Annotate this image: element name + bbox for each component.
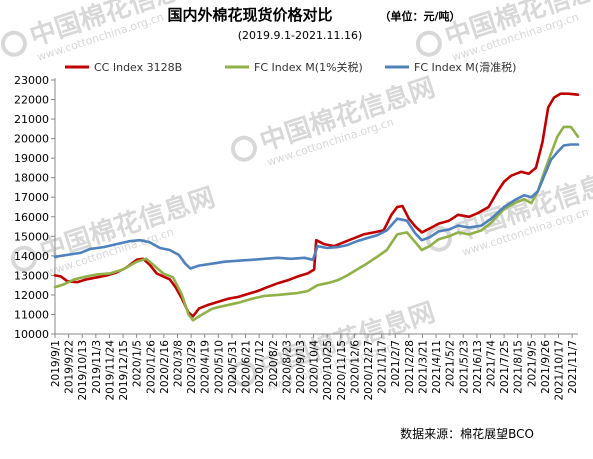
- x-tick-label: 2021/5/2: [445, 340, 457, 387]
- x-tick-label: 2020/8/23: [281, 340, 293, 394]
- y-tick-label: 15000: [14, 230, 49, 243]
- y-tick-label: 16000: [14, 211, 49, 224]
- x-tick-label: 2020/2/16: [159, 340, 171, 394]
- x-tick-label: 2021/7/25: [499, 340, 511, 394]
- x-tick-label: 2020/5/10: [213, 340, 225, 394]
- watermark-logo: [0, 30, 27, 57]
- y-tick-label: 12000: [14, 289, 49, 302]
- y-tick-label: 19000: [14, 152, 49, 165]
- legend-label: FC Index M(1%关税): [254, 60, 363, 74]
- series-line: [53, 143, 580, 270]
- x-tick-label: 2021/9/26: [540, 340, 552, 394]
- legend-label: CC Index 3128B: [94, 61, 182, 74]
- x-tick-label: 2021/2/28: [404, 340, 416, 394]
- watermark-text: 中国棉花信息网: [256, 72, 439, 158]
- legend: CC Index 3128B FC Index M(1%关税) FC Index M…: [65, 60, 516, 74]
- y-tick-label: 20000: [14, 133, 49, 146]
- y-tick-label: 14000: [14, 250, 49, 263]
- x-tick-label: 2020/12/6: [349, 340, 361, 394]
- y-tick-label: 17000: [14, 191, 49, 204]
- x-tick-label: 2020/5/31: [227, 340, 239, 394]
- x-tick-label: 2021/3/21: [417, 340, 429, 394]
- x-tick-label: 2019/12/15: [118, 340, 130, 401]
- x-axis: 2019/9/1 2019/9/22 2019/10/13 2019/11/3 2019…: [50, 333, 579, 401]
- x-tick-label: 2020/10/25: [322, 340, 334, 401]
- x-tick-label: 2020/3/29: [186, 340, 198, 394]
- x-tick-label: 2021/11/7: [567, 340, 579, 394]
- x-tick-label: 2020/6/21: [241, 340, 253, 394]
- y-tick-label: 21000: [14, 113, 49, 126]
- y-axis: 10000 11000 12000 13000 14000 15000 16000 17000…: [14, 74, 56, 341]
- x-tick-label: 2021/9/5: [526, 340, 538, 387]
- x-tick-label: 2021/4/11: [431, 340, 443, 394]
- watermark-logo: [10, 245, 37, 272]
- x-tick-label: 2021/10/17: [554, 340, 566, 401]
- x-tick-label: 2021/7/4: [486, 340, 498, 387]
- x-tick-label: 2020/10/4: [309, 340, 321, 394]
- x-tick-label: 2019/9/1: [50, 340, 62, 387]
- x-tick-label: 2020/9/13: [295, 340, 307, 394]
- x-tick-label: 2021/8/15: [513, 340, 525, 394]
- x-tick-label: 2019/9/22: [64, 340, 76, 394]
- x-tick-label: 2021/6/13: [472, 340, 484, 394]
- x-tick-label: 2019/11/24: [104, 340, 116, 401]
- watermark-logo: [230, 135, 257, 162]
- watermark-logo: [415, 30, 442, 57]
- series-line: [53, 92, 580, 318]
- x-tick-label: 2020/1/5: [132, 340, 144, 387]
- y-tick-label: 23000: [14, 74, 49, 87]
- x-tick-label: 2020/1/26: [145, 340, 157, 394]
- series-line: [53, 125, 580, 322]
- x-tick-label: 2019/11/3: [91, 340, 103, 394]
- x-tick-label: 2019/10/13: [77, 340, 89, 401]
- chart-subtitle: (2019.9.1-2021.11.16): [238, 29, 363, 42]
- watermark-text: 中国棉花信息网: [441, 0, 593, 52]
- chart-unit: （单位：元/吨）: [379, 9, 460, 23]
- x-tick-label: 2021/5/23: [458, 340, 470, 394]
- watermark-logo: [230, 360, 257, 387]
- chart-title: 国内外棉花现货价格对比: [167, 6, 332, 24]
- source-note: 数据来源：棉花展望BCO: [400, 426, 534, 441]
- x-tick-label: 2020/11/15: [336, 340, 348, 401]
- y-tick-label: 13000: [14, 269, 49, 282]
- x-tick-label: 2020/8/2: [268, 340, 280, 387]
- y-tick-label: 18000: [14, 172, 49, 185]
- x-tick-label: 2020/3/8: [172, 340, 184, 387]
- plot-area: [53, 92, 580, 322]
- x-tick-label: 2020/12/27: [363, 340, 375, 401]
- x-tick-label: 2021/1/17: [377, 340, 389, 394]
- y-tick-label: 11000: [14, 308, 49, 321]
- x-tick-label: 2020/4/19: [200, 340, 212, 394]
- y-tick-label: 22000: [14, 94, 49, 107]
- y-tick-label: 10000: [14, 328, 49, 341]
- x-tick-label: 2021/2/7: [390, 340, 402, 387]
- legend-label: FC Index M(滑准税): [414, 60, 516, 74]
- x-tick-label: 2020/7/12: [254, 340, 266, 394]
